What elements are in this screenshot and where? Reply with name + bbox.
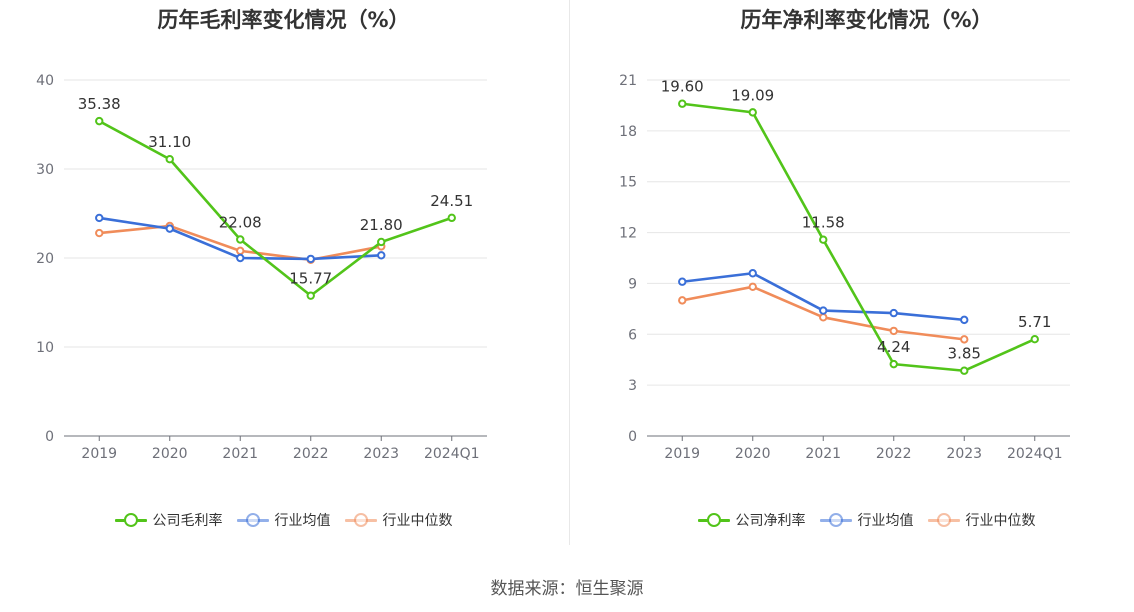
data-point xyxy=(678,277,687,286)
x-tick-label: 2022 xyxy=(876,446,912,462)
data-point xyxy=(819,235,828,244)
y-tick-label: 6 xyxy=(628,327,637,343)
y-tick-label: 9 xyxy=(628,276,637,292)
y-tick-label: 30 xyxy=(36,162,54,178)
data-point xyxy=(377,251,386,260)
y-tick-label: 18 xyxy=(619,124,637,140)
series-line xyxy=(98,119,453,297)
x-tick-label: 2019 xyxy=(664,446,700,462)
x-tick-label: 2024Q1 xyxy=(1007,446,1063,462)
y-tick-label: 0 xyxy=(628,429,637,445)
net-margin-plot: 0 3 6 9 12 15 18 21 2019 2020 2021 2022 2023 2024Q1 19… xyxy=(619,73,1070,462)
line-marker-icon xyxy=(114,513,147,527)
line-marker-icon xyxy=(819,513,852,527)
data-point xyxy=(960,335,969,344)
data-point xyxy=(95,213,104,223)
legend-item-industry-mean[interactable]: 行业均值 xyxy=(236,510,331,530)
data-point xyxy=(960,366,969,375)
x-tick-label: 2021 xyxy=(805,446,841,462)
data-label: 5.71 xyxy=(1018,313,1051,331)
data-point xyxy=(678,99,687,108)
x-tick-label: 2023 xyxy=(363,446,399,462)
chart-legend: 公司净利率 行业均值 行业中位数 xyxy=(583,510,1134,530)
y-tick-label: 15 xyxy=(619,175,637,191)
net-margin-chart: 历年净利率变化情况（%） 0 3 6 9 12 15 18 21 2019 2020 2021 202… xyxy=(583,0,1134,560)
line-marker-icon xyxy=(236,513,269,527)
data-point xyxy=(165,155,174,164)
legend-label: 行业均值 xyxy=(274,513,331,529)
data-point xyxy=(95,116,104,126)
data-point xyxy=(889,359,898,369)
data-point xyxy=(306,291,315,300)
legend-label: 行业均值 xyxy=(857,513,914,529)
legend-item-company[interactable]: 公司毛利率 xyxy=(114,510,223,530)
chart-title: 历年毛利率变化情况（%） xyxy=(157,8,410,32)
x-tick-label: 2023 xyxy=(946,446,982,462)
x-tick-label: 2021 xyxy=(222,446,258,462)
x-tick-label: 2024Q1 xyxy=(424,446,480,462)
data-label: 11.58 xyxy=(802,214,845,232)
legend-label: 公司净利率 xyxy=(735,513,806,529)
legend-label: 公司毛利率 xyxy=(152,513,223,529)
data-point xyxy=(748,282,757,292)
chart-title: 历年净利率变化情况（%） xyxy=(740,8,993,32)
line-marker-icon xyxy=(344,513,377,527)
x-tick-label: 2022 xyxy=(293,446,329,462)
y-tick-label: 12 xyxy=(619,226,637,242)
legend-item-industry-mean[interactable]: 行业均值 xyxy=(819,510,914,530)
data-point xyxy=(236,253,245,263)
data-label: 22.08 xyxy=(219,213,262,231)
data-label: 21.80 xyxy=(360,216,403,234)
data-label: 19.09 xyxy=(731,86,774,104)
data-label: 3.85 xyxy=(948,345,981,363)
data-label: 24.51 xyxy=(430,192,473,210)
y-tick-label: 3 xyxy=(628,378,637,394)
y-tick-label: 21 xyxy=(619,73,637,89)
data-point xyxy=(819,306,828,315)
data-point xyxy=(1030,335,1039,344)
data-point xyxy=(819,313,828,322)
gross-margin-chart: 历年毛利率变化情况（%） 0 10 20 30 40 2019 2020 2021 2022 20… xyxy=(0,0,567,560)
y-tick-label: 10 xyxy=(36,340,54,356)
line-marker-icon xyxy=(927,513,960,527)
data-point xyxy=(748,108,757,117)
data-point xyxy=(889,326,898,336)
panel-divider xyxy=(569,0,570,545)
data-point xyxy=(678,296,687,305)
data-label: 15.77 xyxy=(289,270,332,288)
data-point xyxy=(960,315,969,325)
data-source-label: 数据来源：恒生聚源 xyxy=(490,579,644,599)
y-tick-label: 40 xyxy=(36,73,54,89)
chart-legend: 公司毛利率 行业均值 行业中位数 xyxy=(0,510,567,530)
legend-item-industry-median[interactable]: 行业中位数 xyxy=(344,510,453,530)
x-tick-label: 2020 xyxy=(152,446,188,462)
data-point xyxy=(95,228,104,238)
data-point xyxy=(748,269,757,278)
data-label: 31.10 xyxy=(148,133,191,151)
data-point xyxy=(306,254,315,264)
y-tick-label: 20 xyxy=(36,251,54,267)
data-label: 35.38 xyxy=(78,95,121,113)
x-tick-label: 2019 xyxy=(81,446,117,462)
data-point xyxy=(165,224,174,233)
data-point xyxy=(236,246,245,256)
line-marker-icon xyxy=(697,513,730,527)
series-line xyxy=(682,102,1036,373)
data-label: 19.60 xyxy=(661,78,704,96)
data-point xyxy=(236,235,245,244)
data-point xyxy=(889,308,898,318)
legend-label: 行业中位数 xyxy=(382,513,453,529)
legend-label: 行业中位数 xyxy=(965,513,1036,529)
data-point xyxy=(447,213,456,223)
data-label: 4.24 xyxy=(877,338,910,356)
x-tick-label: 2020 xyxy=(735,446,771,462)
gross-margin-plot: 0 10 20 30 40 2019 2020 2021 2022 2023 2024Q1 35.38… xyxy=(36,73,487,462)
y-tick-label: 0 xyxy=(45,429,54,445)
legend-item-industry-median[interactable]: 行业中位数 xyxy=(927,510,1036,530)
data-point xyxy=(377,237,386,247)
legend-item-company[interactable]: 公司净利率 xyxy=(697,510,806,530)
